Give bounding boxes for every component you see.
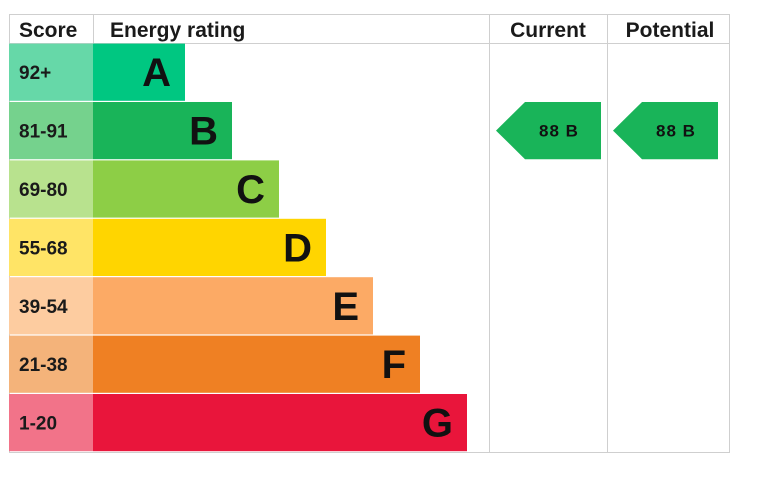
band-letter-e: E — [332, 285, 359, 329]
score-cell-d — [9, 218, 93, 276]
potential-rating-arrow — [613, 102, 718, 160]
score-cell-a — [9, 43, 93, 101]
score-cell-b — [9, 102, 93, 160]
rating-bands: 92+ A 81-91 B 69-80 C 55-68 D 39-54 E 21-38 F 1-20 G — [9, 43, 467, 452]
band-letter-g: G — [422, 402, 453, 446]
score-range-f: 21-38 — [19, 355, 68, 376]
band-letter-c: C — [236, 168, 265, 212]
current-rating-label: 88 B — [539, 122, 579, 141]
potential-rating-label: 88 B — [656, 122, 696, 141]
band-letter-a: A — [142, 51, 171, 95]
score-cell-c — [9, 160, 93, 218]
band-bar-c — [93, 160, 279, 218]
potential-header: Potential — [626, 19, 715, 42]
score-range-c: 69-80 — [19, 180, 68, 201]
score-cell-f — [9, 335, 93, 393]
score-header: Score — [19, 19, 77, 42]
score-cell-e — [9, 277, 93, 335]
rating-indicators: 88 B 88 B — [496, 102, 718, 160]
band-bar-d — [93, 218, 326, 276]
score-cell-g — [9, 394, 93, 452]
band-letter-d: D — [283, 226, 312, 270]
score-range-a: 92+ — [19, 63, 51, 84]
energy-rating-header: Energy rating — [110, 19, 245, 42]
score-range-b: 81-91 — [19, 122, 68, 143]
band-bar-g — [93, 394, 467, 452]
band-bar-f — [93, 335, 420, 393]
band-bar-b — [93, 102, 232, 160]
score-range-d: 55-68 — [19, 238, 68, 259]
current-rating-arrow — [496, 102, 601, 160]
score-range-g: 1-20 — [19, 414, 57, 435]
band-bar-e — [93, 277, 373, 335]
current-header: Current — [510, 19, 586, 42]
band-bar-a — [93, 43, 185, 101]
band-letter-b: B — [189, 110, 218, 154]
score-range-e: 39-54 — [19, 297, 68, 318]
band-letter-f: F — [382, 343, 406, 387]
